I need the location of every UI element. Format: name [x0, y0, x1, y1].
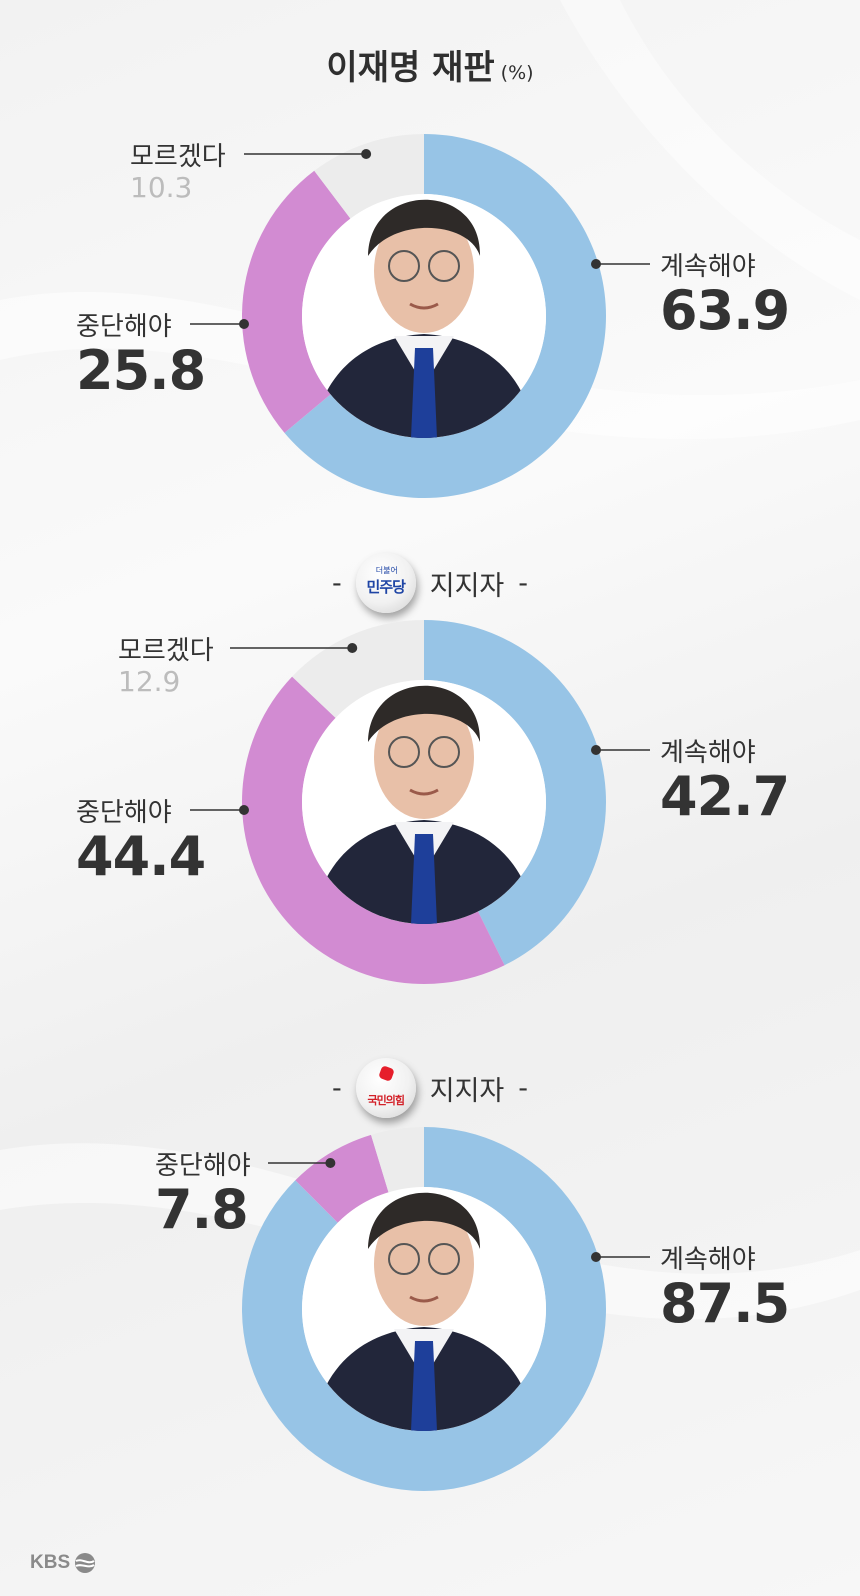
label-continue: 계속해야 87.5 — [660, 1239, 790, 1335]
leader-dot — [239, 805, 249, 815]
kbs-logo-text: KBS — [30, 1552, 71, 1573]
label-stop: 중단해야 25.8 — [76, 306, 206, 402]
slice-unknown — [314, 134, 424, 219]
donut-svg-democratic — [190, 620, 650, 985]
slice-stop — [295, 1134, 389, 1223]
label-continue-value: 42.7 — [660, 765, 790, 828]
slice-continue — [284, 134, 606, 498]
label-unknown: 모르겠다 12.9 — [118, 630, 214, 696]
portrait-photo — [302, 194, 546, 438]
ppp-badge: 국민의힘 — [355, 1058, 416, 1118]
chart-title-text: 이재명 재판 — [326, 48, 495, 88]
label-stop-name: 중단해야 — [76, 312, 172, 342]
label-continue: 계속해야 63.9 — [660, 246, 790, 342]
label-stop-value: 44.4 — [76, 825, 206, 888]
donut-svg-overall — [190, 134, 650, 498]
leader-dot — [325, 1158, 336, 1168]
label-stop-name: 중단해야 — [155, 1151, 251, 1181]
kbs-logo-mark-icon — [75, 1553, 96, 1573]
subtitle-label: 지지자 — [429, 1075, 505, 1107]
donut-chart-ppp: 계속해야 87.5 중단해야 7.8 — [0, 1121, 860, 1501]
subtitle-ppp-supporters: - 국민의힘 지지자 - — [0, 1058, 860, 1118]
label-stop-value: 7.8 — [155, 1178, 249, 1241]
slice-unknown — [371, 1127, 424, 1193]
label-continue-name: 계속해야 — [660, 252, 756, 282]
portrait-photo — [302, 680, 546, 924]
label-continue-name: 계속해야 — [660, 738, 756, 768]
label-stop-name: 중단해야 — [76, 798, 172, 828]
dash-left: - — [331, 1072, 342, 1104]
label-continue-value: 63.9 — [660, 279, 790, 342]
portrait-photo — [302, 1187, 546, 1431]
slice-continue — [242, 1127, 607, 1491]
label-stop: 중단해야 44.4 — [76, 792, 206, 888]
slice-stop — [242, 170, 351, 433]
leader-dot — [239, 319, 249, 329]
leader-dot — [591, 1252, 601, 1262]
label-unknown: 모르겠다 10.3 — [130, 136, 226, 202]
slice-unknown — [292, 620, 424, 718]
donut-chart-democratic: 계속해야 42.7 중단해야 44.4 모르겠다 12.9 — [0, 614, 860, 994]
chart-unit: (%) — [500, 62, 534, 84]
kbs-logo: KBS — [30, 1552, 96, 1574]
ppp-logo-mark — [377, 1065, 395, 1082]
label-stop: 중단해야 7.8 — [155, 1145, 251, 1239]
label-continue: 계속해야 42.7 — [660, 732, 790, 828]
label-unknown-name: 모르겠다 — [130, 142, 226, 172]
subtitle-democratic-supporters: - 더불어 민주당 지지자 - — [0, 553, 860, 613]
leader-dot — [591, 259, 601, 269]
label-stop-value: 25.8 — [76, 339, 206, 402]
ppp-badge-text: 국민의힘 — [367, 1094, 404, 1107]
dash-right: - — [518, 567, 529, 599]
chart-title: 이재명 재판 (%) — [0, 40, 860, 89]
label-continue-name: 계속해야 — [660, 1245, 756, 1275]
label-unknown-name: 모르겠다 — [118, 636, 214, 666]
subtitle-label: 지지자 — [429, 570, 505, 602]
democratic-badge-small-text: 더불어 — [375, 566, 398, 575]
label-unknown-value: 12.9 — [118, 665, 181, 698]
slice-stop — [241, 676, 505, 985]
democratic-badge-text: 민주당 — [366, 577, 406, 596]
leader-dot — [591, 745, 601, 755]
donut-svg-ppp — [242, 1127, 650, 1491]
leader-dot — [361, 149, 372, 159]
label-continue-value: 87.5 — [660, 1272, 790, 1335]
label-unknown-value: 10.3 — [130, 171, 193, 204]
donut-chart-overall: 계속해야 63.9 중단해야 25.8 모르겠다 10.3 — [0, 128, 860, 508]
dash-left: - — [331, 567, 342, 599]
dash-right: - — [518, 1072, 529, 1104]
democratic-party-badge: 더불어 민주당 — [355, 553, 416, 613]
slice-continue — [424, 620, 607, 966]
leader-dot — [347, 643, 358, 653]
